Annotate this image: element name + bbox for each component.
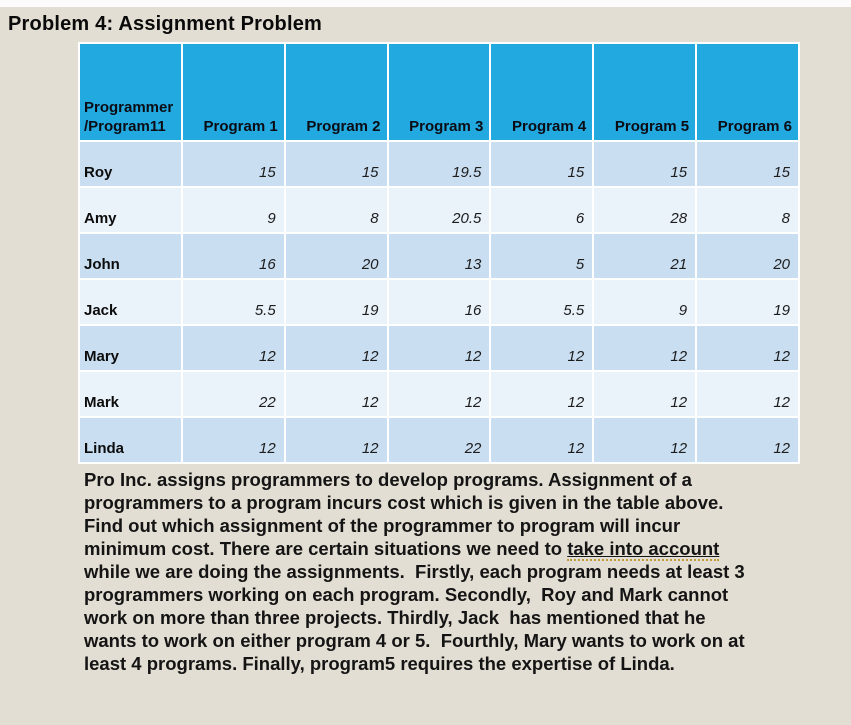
cost-cell: 15 [592, 140, 698, 188]
cost-cell: 12 [283, 324, 389, 372]
programmer-name-cell: Mary [78, 324, 183, 372]
cost-cell: 15 [489, 140, 595, 188]
cost-cell: 19.5 [386, 140, 492, 188]
cost-cell: 5.5 [180, 278, 286, 326]
column-header-program5: Program 5 [592, 42, 698, 142]
description-line: Pro Inc. assigns programmers to develop … [84, 469, 692, 490]
table-header: Programmer/Program11 Program 1 Program 2… [78, 42, 800, 142]
column-header-program4: Program 4 [489, 42, 595, 142]
cost-cell: 12 [283, 416, 389, 464]
cost-cell: 19 [283, 278, 389, 326]
cost-cell: 8 [695, 186, 800, 234]
cost-cell: 12 [283, 370, 389, 418]
description-line: wants to work on either program 4 or 5. … [84, 630, 745, 651]
cost-cell: 12 [489, 416, 595, 464]
cost-cell: 8 [283, 186, 389, 234]
cost-cell: 12 [592, 324, 698, 372]
column-header-program1: Program 1 [180, 42, 286, 142]
cost-cell: 12 [489, 324, 595, 372]
column-header-program3: Program 3 [386, 42, 492, 142]
problem-description: Pro Inc. assigns programmers to develop … [84, 468, 844, 675]
cost-cell: 12 [386, 324, 492, 372]
description-line: minimum cost. There are certain situatio… [84, 538, 720, 561]
cost-cell: 12 [180, 416, 286, 464]
cost-cell: 22 [180, 370, 286, 418]
page-title: Problem 4: Assignment Problem [8, 13, 323, 35]
cost-cell: 12 [695, 370, 800, 418]
top-strip [0, 0, 851, 7]
description-line: while we are doing the assignments. Firs… [84, 561, 745, 582]
cost-cell: 12 [489, 370, 595, 418]
cost-cell: 15 [695, 140, 800, 188]
description-line: work on more than three projects. Thirdl… [84, 607, 706, 628]
table-row: Amy 9 8 20.5 6 28 8 [78, 186, 800, 234]
cost-cell: 13 [386, 232, 492, 280]
cost-cell: 12 [695, 324, 800, 372]
cost-cell: 28 [592, 186, 698, 234]
cost-cell: 5 [489, 232, 595, 280]
programmer-name-cell: John [78, 232, 183, 280]
table-body: Roy 15 15 19.5 15 15 15 Amy 9 8 20.5 6 28 8 John 16 20 13… [78, 140, 800, 464]
corner-header-cell: Programmer/Program11 [78, 42, 183, 142]
corner-header-line1: Programmer [84, 99, 174, 116]
cost-cell: 20.5 [386, 186, 492, 234]
description-line: Find out which assignment of the program… [84, 515, 681, 536]
cost-cell: 12 [592, 416, 698, 464]
cost-cell: 22 [386, 416, 492, 464]
corner-header-line2: /Program11 [84, 118, 166, 135]
cost-cell: 12 [180, 324, 286, 372]
description-line: programmers to a program incurs cost whi… [84, 492, 724, 513]
column-header-program6: Program 6 [695, 42, 800, 142]
table-row: Mark 22 12 12 12 12 12 [78, 370, 800, 418]
cost-cell: 20 [283, 232, 389, 280]
programmer-name-cell: Linda [78, 416, 183, 464]
cost-cell: 15 [180, 140, 286, 188]
programmer-name-cell: Mark [78, 370, 183, 418]
cost-cell: 12 [386, 370, 492, 418]
cost-cell: 9 [180, 186, 286, 234]
column-header-program2: Program 2 [283, 42, 389, 142]
cost-cell: 5.5 [489, 278, 595, 326]
cost-cell: 9 [592, 278, 698, 326]
cost-cell: 12 [592, 370, 698, 418]
underlined-phrase: take into account [567, 538, 720, 561]
cost-cell: 21 [592, 232, 698, 280]
programmer-name-cell: Amy [78, 186, 183, 234]
table-row: Mary 12 12 12 12 12 12 [78, 324, 800, 372]
cost-cell: 6 [489, 186, 595, 234]
cost-cell: 16 [386, 278, 492, 326]
programmer-name-cell: Jack [78, 278, 183, 326]
table-row: John 16 20 13 5 21 20 [78, 232, 800, 280]
description-line: programmers working on each program. Sec… [84, 584, 729, 605]
cost-cell: 12 [695, 416, 800, 464]
programmer-name-cell: Roy [78, 140, 183, 188]
table-row: Jack 5.5 19 16 5.5 9 19 [78, 278, 800, 326]
table-row: Linda 12 12 22 12 12 12 [78, 416, 800, 464]
assignment-cost-table: Programmer/Program11 Program 1 Program 2… [78, 42, 800, 464]
cost-cell: 20 [695, 232, 800, 280]
cost-cell: 16 [180, 232, 286, 280]
cost-cell: 15 [283, 140, 389, 188]
cost-cell: 19 [695, 278, 800, 326]
table-row: Roy 15 15 19.5 15 15 15 [78, 140, 800, 188]
description-line: least 4 programs. Finally, program5 requ… [84, 653, 675, 674]
header-row: Programmer/Program11 Program 1 Program 2… [78, 42, 800, 142]
